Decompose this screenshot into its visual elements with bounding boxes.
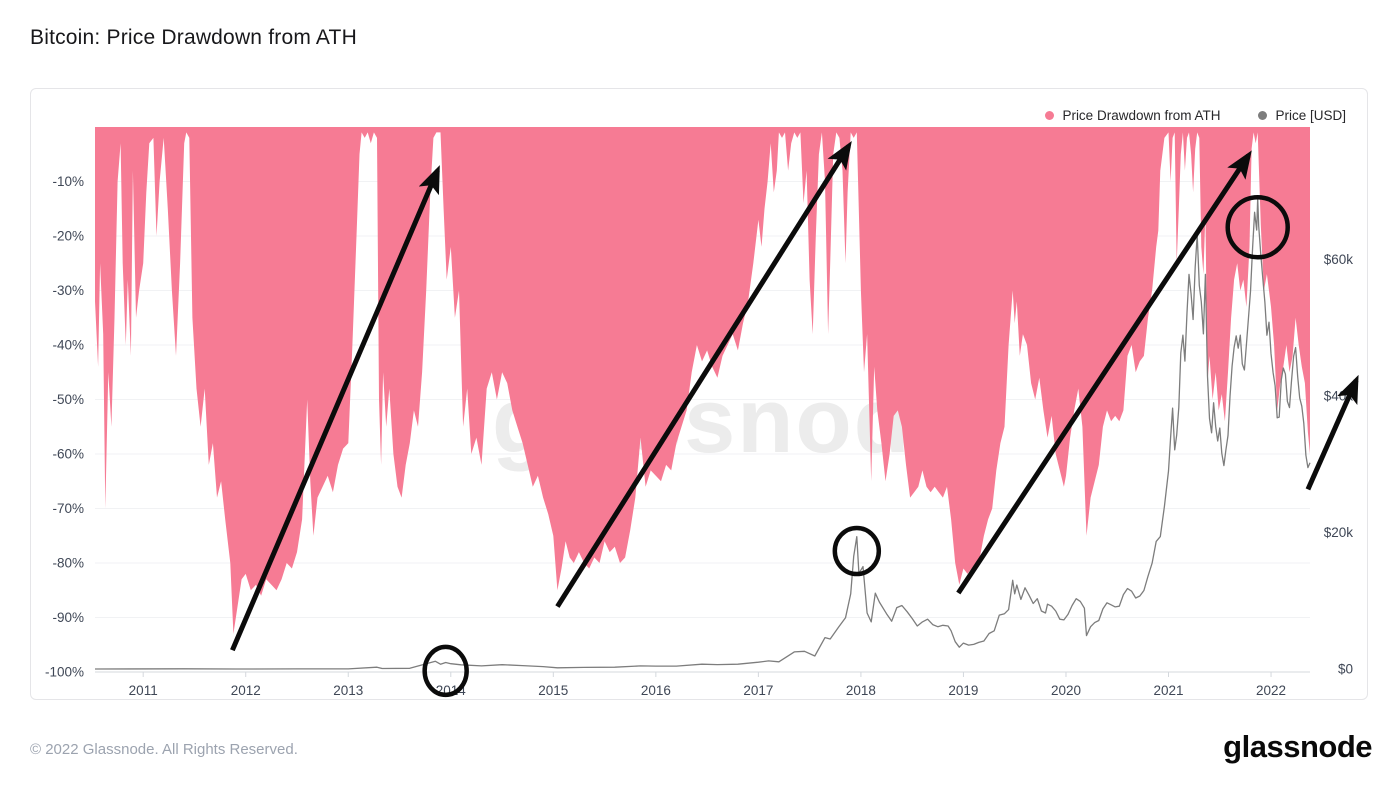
x-axis-tick-label: 2012 — [231, 683, 261, 698]
copyright-text: © 2022 Glassnode. All Rights Reserved. — [30, 741, 298, 758]
x-axis-tick-label: 2022 — [1256, 683, 1286, 698]
left-axis-tick-label: -90% — [52, 610, 84, 625]
drawdown-area-series — [95, 127, 1310, 634]
legend-dot-drawdown-icon — [1045, 111, 1055, 120]
page-title: Bitcoin: Price Drawdown from ATH — [30, 26, 357, 49]
annotation-arrow — [956, 150, 1252, 595]
left-axis-tick-label: -100% — [45, 665, 84, 680]
annotation-arrow — [230, 165, 440, 652]
x-axis-tick-label: 2015 — [538, 683, 568, 698]
x-axis-tick-label: 2011 — [129, 683, 158, 698]
glassnode-logo: glassnode — [1223, 729, 1372, 764]
left-axis-tick-label: -80% — [52, 556, 84, 571]
left-axis-tick-label: -60% — [52, 447, 84, 462]
legend-item-price[interactable]: Price [USD] — [1258, 108, 1346, 123]
left-axis-tick-label: -50% — [52, 392, 84, 407]
chart-legend: Price Drawdown from ATH Price [USD] — [1045, 108, 1346, 123]
legend-item-drawdown[interactable]: Price Drawdown from ATH — [1045, 108, 1220, 123]
price-line-series — [94, 197, 1311, 670]
left-axis-tick-label: -40% — [52, 338, 84, 353]
annotation-arrow — [555, 141, 852, 608]
x-axis-tick-label: 2018 — [846, 683, 876, 698]
x-axis-tick-label: 2017 — [743, 683, 773, 698]
annotation-circle — [832, 525, 882, 577]
legend-dot-price-icon — [1258, 111, 1268, 120]
x-axis-tick-label: 2020 — [1051, 683, 1081, 698]
right-axis-tick-label: $60k — [1324, 252, 1354, 267]
right-axis-tick-label: $20k — [1324, 525, 1354, 540]
left-axis-tick-label: -70% — [52, 501, 84, 516]
legend-label-price: Price [USD] — [1275, 108, 1346, 123]
left-axis-tick-label: -30% — [52, 283, 84, 298]
annotation-circle — [422, 644, 469, 698]
left-axis-tick-label: -10% — [52, 174, 84, 189]
x-axis-tick-label: 2021 — [1153, 683, 1183, 698]
right-axis-tick-label: $0 — [1338, 662, 1353, 677]
left-axis-tick-label: -20% — [52, 229, 84, 244]
x-axis-tick-label: 2019 — [948, 683, 978, 698]
annotation-circle — [1225, 195, 1290, 260]
annotation-arrow — [1305, 374, 1359, 491]
legend-label-drawdown: Price Drawdown from ATH — [1062, 108, 1221, 123]
x-axis-tick-label: 2016 — [641, 683, 671, 698]
x-axis-tick-label: 2013 — [333, 683, 363, 698]
